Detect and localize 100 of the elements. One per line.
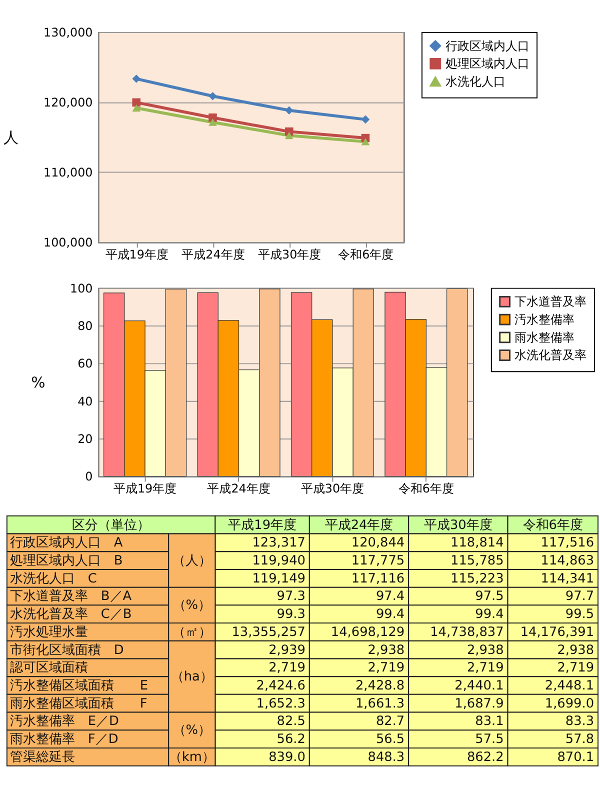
text: 97.5: [475, 589, 504, 604]
text: 2,719: [466, 660, 504, 676]
text: 2,428.8: [355, 678, 405, 694]
legend-label: 下水道普及率: [514, 294, 587, 309]
y-tick-label: 130,000: [44, 25, 93, 40]
category-label: 平成24年度: [324, 516, 394, 533]
x-tick-label: 令和6年度: [338, 248, 394, 262]
text: 114,341: [540, 571, 594, 586]
text: 2,719: [268, 660, 306, 676]
y-axis-title: 人: [4, 128, 19, 147]
category-label: 汚水整備区域面積 E: [10, 678, 148, 694]
text: 839.0: [268, 750, 306, 765]
text: 2,440.1: [454, 678, 504, 694]
text: 115,785: [450, 554, 504, 569]
point: [208, 113, 217, 122]
category-label: 雨水整備区域面積 F: [10, 696, 148, 712]
text: 114,863: [540, 554, 594, 569]
category-label: 下水道普及率 B／A: [10, 589, 132, 604]
y-tick-label: 120,000: [44, 95, 93, 110]
x-tick-label: 平成19年度: [105, 248, 168, 262]
text: 1,699.0: [544, 696, 594, 712]
text: 2,939: [268, 642, 306, 658]
y-tick-label: 0: [85, 470, 93, 484]
text: 117,116: [351, 571, 405, 586]
text: 1,652.3: [256, 696, 306, 712]
category-label: 令和6年度: [522, 516, 583, 533]
text: 83.3: [565, 714, 594, 730]
text: 14,738,837: [430, 624, 504, 640]
x-tick-label: 平成30年度: [258, 248, 322, 262]
x-tick-label: 平成19年度: [113, 482, 177, 496]
x-tick-label: 平成24年度: [182, 248, 245, 262]
text: 82.5: [276, 714, 306, 730]
text: 2,938: [557, 642, 594, 658]
y-tick-label: 60: [78, 356, 93, 371]
y-tick-label: 100,000: [44, 236, 93, 250]
text: 97.4: [376, 589, 405, 604]
legend-label: 雨水整備率: [514, 330, 575, 344]
y-tick-label: 20: [78, 432, 93, 446]
x-tick-label: 令和6年度: [398, 482, 454, 496]
text: 97.7: [565, 589, 594, 604]
text: 848.3: [368, 750, 405, 765]
text: 862.2: [466, 750, 504, 765]
text: 14,698,129: [330, 624, 405, 640]
text: 118,814: [450, 536, 504, 551]
category-label: （㎡）: [172, 624, 212, 640]
text: 99.4: [376, 607, 405, 622]
text: 99.3: [276, 607, 306, 622]
text: 57.5: [475, 732, 504, 748]
text: 117,516: [540, 536, 594, 551]
category-label: 行政区域内人口 A: [10, 536, 123, 551]
category-label: （人）: [172, 554, 212, 569]
point: [284, 132, 294, 140]
text: 13,355,257: [232, 624, 306, 640]
y-tick-label: 80: [78, 318, 93, 333]
legend-label: 行政区域内人口: [445, 38, 530, 53]
legend-label: 処理区域内人口: [445, 56, 530, 71]
text: 57.8: [565, 732, 594, 748]
text: 870.1: [557, 750, 594, 765]
text: 56.5: [376, 732, 405, 748]
category-label: （%）: [172, 598, 212, 614]
category-label: 水洗化人口 C: [10, 571, 97, 586]
text: 119,940: [252, 554, 306, 569]
x-tick-label: 平成30年度: [300, 482, 364, 496]
category-label: 汚水整備率 E／D: [10, 714, 119, 730]
category-label: 認可区域面積: [10, 660, 88, 676]
category-label: 管渠総延長: [10, 750, 75, 765]
point: [208, 118, 217, 126]
text: 115,223: [450, 571, 504, 586]
category-label: 市街化区域面積 D: [10, 642, 124, 658]
point: [132, 74, 141, 83]
y-tick-label: 110,000: [44, 166, 93, 180]
text: 123,317: [252, 536, 306, 551]
legend-label: 水洗化人口: [445, 74, 506, 89]
text: 120,844: [351, 536, 405, 551]
x-tick-label: 平成24年度: [207, 482, 270, 496]
text: 2,938: [466, 642, 504, 658]
text: 1,661.3: [355, 696, 405, 712]
text: 97.3: [276, 589, 306, 604]
text: 14,176,391: [520, 624, 594, 640]
category-label: 汚水処理水量: [10, 624, 88, 640]
category-label: （ha）: [170, 670, 213, 685]
category-label: 処理区域内人口 B: [10, 554, 123, 569]
text: 82.7: [376, 714, 405, 730]
point: [132, 98, 141, 107]
category-label: 平成30年度: [424, 516, 492, 533]
text: 1,687.9: [454, 696, 504, 712]
text: 99.4: [475, 607, 504, 622]
text: 2,719: [368, 660, 405, 676]
point: [361, 138, 370, 146]
text: 2,424.6: [256, 678, 306, 694]
point: [132, 104, 141, 112]
point: [361, 115, 370, 124]
text: 119,149: [252, 571, 306, 586]
y-axis-title: %: [31, 373, 46, 392]
legend-label: 汚水整備率: [514, 312, 575, 327]
category-label: （km）: [168, 750, 215, 765]
point: [284, 106, 294, 114]
text: 2,938: [368, 642, 405, 658]
category-label: 雨水整備率 F／D: [10, 732, 118, 748]
y-tick-label: 40: [78, 394, 93, 408]
